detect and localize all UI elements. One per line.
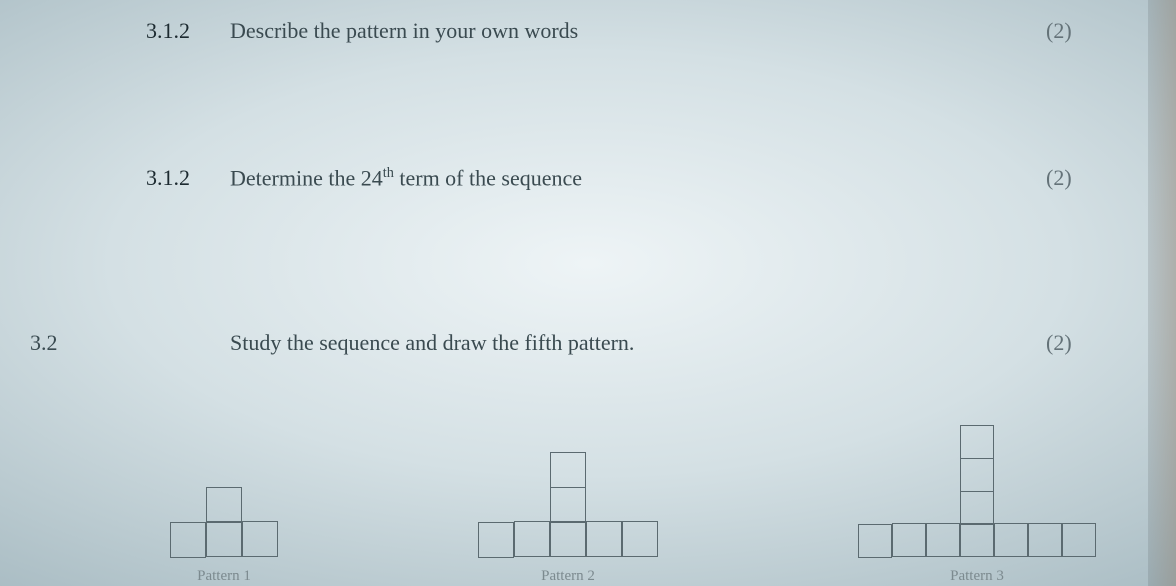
outer-number: 3.2 xyxy=(0,330,80,356)
pattern-cell xyxy=(206,521,242,557)
pattern-cell xyxy=(1028,523,1062,557)
question-row-1: 3.1.2 Describe the pattern in your own w… xyxy=(0,18,1176,44)
pattern-2: Pattern 2 xyxy=(478,452,658,585)
question-text-before: Determine the 24 xyxy=(230,165,383,190)
pattern-cell xyxy=(622,521,658,557)
pattern-label: Pattern 1 xyxy=(197,568,251,585)
pattern-label: Pattern 2 xyxy=(541,568,595,585)
pattern-2-grid xyxy=(478,452,658,558)
pattern-cell xyxy=(960,491,994,525)
pattern-label: Pattern 3 xyxy=(950,568,1004,585)
pattern-cell xyxy=(478,522,514,558)
pattern-cell xyxy=(514,521,550,557)
pattern-cell xyxy=(926,523,960,557)
patterns-area: Pattern 1 Pattern 2 xyxy=(170,395,1096,585)
page-right-edge xyxy=(1148,0,1176,586)
question-text: Study the sequence and draw the fifth pa… xyxy=(230,330,1046,356)
pattern-cell xyxy=(550,521,586,557)
pattern-1-grid xyxy=(170,487,278,558)
question-text-after: term of the sequence xyxy=(394,165,582,190)
question-number: 3.1.2 xyxy=(100,18,230,44)
question-row-3: 3.2 Study the sequence and draw the fift… xyxy=(0,330,1176,356)
question-row-2: 3.1.2 Determine the 24th term of the seq… xyxy=(0,165,1176,191)
pattern-cell xyxy=(242,521,278,557)
pattern-3: Pattern 3 xyxy=(858,425,1096,585)
pattern-cell xyxy=(206,487,242,523)
pattern-1: Pattern 1 xyxy=(170,487,278,585)
question-number: 3.1.2 xyxy=(100,165,230,191)
pattern-cell xyxy=(960,425,994,459)
question-text: Describe the pattern in your own words xyxy=(230,18,1046,44)
ordinal-suffix: th xyxy=(383,165,394,181)
pattern-cell xyxy=(1062,523,1096,557)
pattern-cell xyxy=(960,458,994,492)
pattern-cell xyxy=(994,523,1028,557)
pattern-cell xyxy=(960,523,994,557)
pattern-cell xyxy=(586,521,622,557)
pattern-cell xyxy=(550,452,586,488)
pattern-cell xyxy=(892,523,926,557)
question-text: Determine the 24th term of the sequence xyxy=(230,165,1046,191)
pattern-cell xyxy=(170,522,206,558)
pattern-cell xyxy=(858,524,892,558)
pattern-cell xyxy=(550,487,586,523)
pattern-3-grid xyxy=(858,425,1096,558)
